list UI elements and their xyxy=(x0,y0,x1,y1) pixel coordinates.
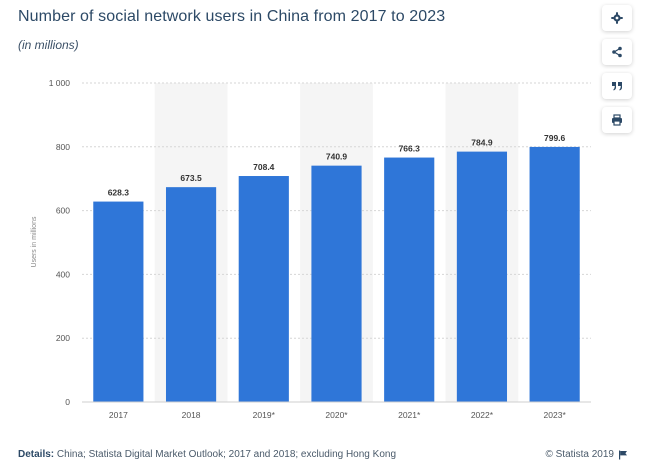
settings-button[interactable] xyxy=(602,5,632,31)
y-tick-label: 200 xyxy=(56,333,70,343)
share-button[interactable] xyxy=(602,39,632,65)
quote-icon xyxy=(612,82,622,91)
bar xyxy=(529,146,580,402)
x-tick-label: 2020* xyxy=(325,410,348,420)
y-tick-label: 600 xyxy=(56,206,70,216)
y-tick-label: 800 xyxy=(56,142,70,152)
x-tick-label: 2018 xyxy=(182,410,201,420)
bar xyxy=(311,165,362,402)
data-label: 673.5 xyxy=(180,173,202,183)
bar xyxy=(238,176,289,402)
data-label: 784.9 xyxy=(471,138,493,148)
data-label: 799.6 xyxy=(544,133,566,143)
data-label: 740.9 xyxy=(326,152,348,162)
data-label: 708.4 xyxy=(253,162,275,172)
bar xyxy=(384,157,435,402)
bar xyxy=(456,151,508,402)
y-axis-label: Users in millions xyxy=(31,216,38,267)
footer-details: Details: China; Statista Digital Market … xyxy=(18,449,396,460)
x-tick-label: 2017 xyxy=(109,410,128,420)
x-tick-label: 2023* xyxy=(544,410,567,420)
data-label: 766.3 xyxy=(399,144,421,154)
y-tick-label: 0 xyxy=(65,397,70,407)
x-tick-label: 2019* xyxy=(253,410,276,420)
print-icon xyxy=(612,114,622,126)
details-label: Details: xyxy=(18,449,55,460)
bar xyxy=(165,187,217,402)
share-icon xyxy=(612,46,622,58)
chart-subtitle: (in millions) xyxy=(18,38,79,52)
chart-title: Number of social network users in China … xyxy=(18,8,446,25)
y-tick-label: 1 000 xyxy=(49,78,71,88)
print-button[interactable] xyxy=(602,107,632,133)
x-tick-label: 2021* xyxy=(398,410,421,420)
data-label: 628.3 xyxy=(108,188,130,198)
y-tick-label: 400 xyxy=(56,269,70,279)
bar xyxy=(93,201,144,402)
cite-button[interactable] xyxy=(602,73,632,99)
flag-icon xyxy=(619,450,627,459)
gear-icon xyxy=(611,12,623,24)
footer-credit[interactable]: © Statista 2019 xyxy=(545,449,628,460)
credit-text: © Statista 2019 xyxy=(545,449,614,460)
x-tick-label: 2022* xyxy=(471,410,494,420)
details-text: China; Statista Digital Market Outlook; … xyxy=(56,449,397,460)
